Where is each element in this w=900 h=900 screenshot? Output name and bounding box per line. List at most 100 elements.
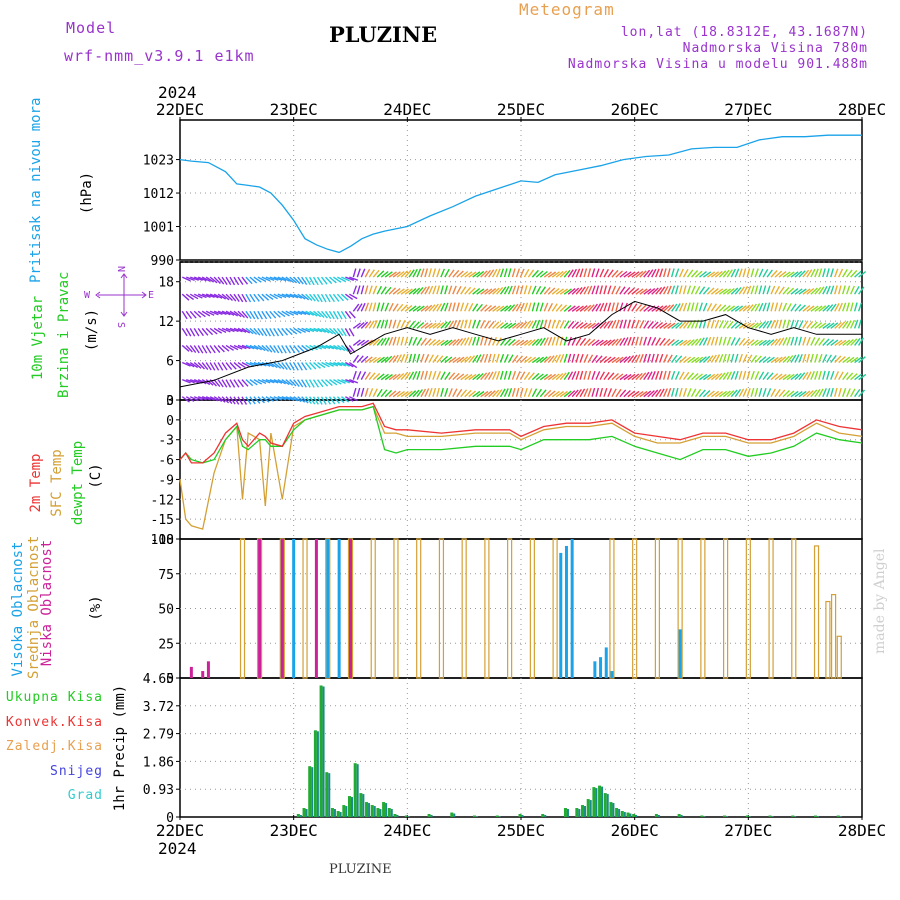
wind-barb [675, 355, 683, 364]
wind-barb [674, 387, 679, 397]
wind-barb [265, 293, 274, 300]
wind-barb [285, 310, 295, 316]
wind-barb [623, 271, 632, 278]
wind-barb [364, 320, 372, 329]
wind-barb [285, 379, 294, 386]
wind-barb [468, 302, 474, 312]
wind-speed-line [179, 300, 862, 388]
mid-cloud-bar [700, 538, 706, 679]
precip-bar-overlay [373, 806, 376, 817]
wind-barb [842, 269, 848, 278]
wind-barb [484, 371, 491, 381]
wind-barb [718, 304, 727, 312]
wind-barb [333, 344, 342, 351]
mid-cloud-bar [507, 538, 513, 679]
wind-barb [631, 390, 640, 398]
wind-barb [285, 276, 294, 283]
wind-barb [858, 271, 867, 278]
wind-barb [269, 361, 278, 369]
wind-barb [313, 362, 321, 369]
mid-cloud-bar [609, 538, 615, 679]
wind-barb [213, 276, 221, 284]
wind-barb [834, 268, 839, 278]
wind-barb [261, 361, 271, 367]
wind-barb [460, 337, 467, 346]
wind-barb [491, 268, 498, 278]
wind-barb [531, 285, 537, 295]
wind-barb [857, 337, 864, 346]
wind-barb [774, 302, 779, 312]
wind-barb [511, 268, 516, 278]
x-top-label: 23DEC [270, 100, 318, 119]
wind-barb [472, 336, 477, 346]
wind-barb [321, 361, 330, 368]
wind-barb [587, 322, 596, 329]
wind-barb [686, 372, 695, 381]
low-cloud-bar [201, 671, 205, 678]
wind-barb [842, 320, 849, 329]
wind-barb [790, 288, 799, 295]
wind-barb [631, 336, 636, 346]
wind-barb [694, 285, 701, 295]
wind-barb [380, 286, 387, 295]
wind-barb [730, 287, 739, 295]
wind-barb [392, 336, 397, 346]
wind-barb [647, 336, 652, 346]
wind-barb [559, 372, 567, 381]
wind-barb [734, 388, 742, 398]
temp-ytick-label: 0 [166, 414, 174, 429]
wind-barb [360, 302, 366, 312]
wind-barb [822, 338, 830, 346]
wind-barb [329, 276, 337, 284]
wind-barb [217, 379, 224, 388]
wind-barb [647, 320, 654, 329]
wind-barb [543, 389, 552, 398]
wind-barb [420, 322, 429, 329]
model-name: wrf-nmm_v3.9.1 e1km [64, 47, 255, 65]
wind-barb [308, 276, 315, 286]
wind-barb [730, 337, 736, 346]
wind-barb [472, 271, 481, 278]
wind-barb [762, 285, 767, 295]
precip-bar-overlay [601, 786, 604, 817]
precip-bar [603, 793, 607, 817]
wind-barb [619, 356, 628, 364]
wind-barb [682, 387, 688, 397]
x-top-label: 24DEC [383, 100, 431, 119]
wind-barb [802, 305, 811, 312]
wind-barb [814, 353, 819, 363]
wind-barb [655, 388, 662, 398]
wind-barb [511, 285, 517, 295]
wind-barb [428, 322, 437, 329]
wind-barb [519, 387, 524, 397]
wind-barb [699, 356, 707, 364]
wind-barb [368, 388, 374, 397]
wind-barb [487, 371, 494, 380]
wind-barb [738, 286, 745, 295]
wind-barb [261, 293, 270, 301]
wind-barb [666, 370, 671, 380]
precip-bar [302, 808, 306, 817]
wind-barb [547, 373, 557, 381]
wind-barb [742, 338, 751, 346]
wind-barb [531, 269, 539, 278]
wind-barb [730, 389, 738, 398]
wind-barb [631, 287, 640, 295]
wind-barb [639, 390, 648, 398]
wind-barb [480, 304, 488, 312]
wind-barb [627, 373, 636, 381]
wind-barb [718, 390, 728, 398]
wind-barb [710, 319, 715, 329]
wind-barb [281, 276, 291, 282]
wind-barb [579, 268, 584, 278]
wind-barb [348, 310, 356, 319]
wind-barb [209, 396, 219, 402]
wind-barb [750, 303, 757, 312]
wind-barb [476, 319, 481, 329]
wind-barb [511, 354, 519, 363]
wind-barb [440, 371, 446, 380]
wind-barb [269, 276, 279, 281]
wind-barb [651, 371, 656, 380]
wind-barb [782, 337, 788, 346]
wind-barb [237, 327, 247, 333]
